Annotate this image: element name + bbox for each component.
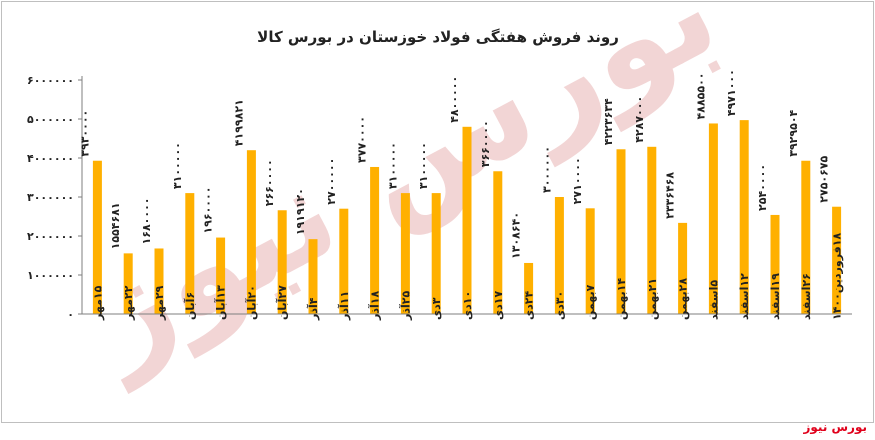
bar [585,208,595,314]
data-label: ۲۶۶۰۰۰۰ [263,159,276,206]
bar [277,210,287,314]
x-tick-label: ۱۱آذر [337,291,351,321]
x-tick-label: ۷بهمن [584,284,597,320]
bar [339,208,349,314]
data-label: ۴۲۸۷۰۰۰ [633,96,646,143]
x-tick-label: ۱۸آذر [368,291,382,321]
x-tick-label: ۲۵آذر [398,291,412,321]
x-tick-label: ۱۹اسفند [769,273,782,320]
x-tick-label: ۱۳آبان [214,285,228,320]
x-tick-label: ۱۷دی [492,291,505,320]
x-tick-label: ۲۷آبان [275,285,289,320]
bar [308,239,318,314]
bar [801,160,811,314]
x-tick-label: ۳۰دی [553,291,566,320]
x-tick-label: ۱۲اسفند [738,273,751,320]
bar [431,193,441,314]
data-label: ۳۷۷۰۰۰۰ [356,116,369,163]
data-label: ۴۹۷۱۰۰۰ [725,69,738,116]
data-label: ۲۷۱۰۰۰۰ [571,157,584,204]
watermark-logo: بورس نیوز [56,2,741,395]
x-tick-label: ۲۸بهمن [677,278,690,320]
y-tick-label: ۶۰۰۰۰۰۰ [27,74,74,87]
bar [832,206,842,314]
source-label: بورس نیوز [803,420,867,434]
bar [462,126,472,314]
y-tick-label: ۱۰۰۰۰۰۰ [27,269,74,282]
data-label: ۳۱۰۰۰۰۰ [171,142,184,189]
y-tick-labels: ۰ ۱۰۰۰۰۰۰ ۲۰۰۰۰۰۰ ۳۰۰۰۰۰۰ ۴۰۰۰۰۰۰ ۵۰۰۰۰۰۰ ۶۰۰۰… [27,74,82,321]
bar [616,149,626,314]
x-tick-labels: ۱۵مهر ۲۲مهر ۲۹مهر ۶آبان ۱۳آبان ۲۰آبان ۲۷آبان ۴آ… [91,233,843,321]
bar [123,253,133,314]
x-tick-label: ۲۶اسفند [800,273,813,320]
bar [493,171,503,314]
bar [154,248,164,314]
bar [246,150,256,314]
x-tick-label: ۲۲مهر [122,285,135,321]
data-label: ۴۲۲۳۶۳۴ [602,98,615,145]
bar [739,120,749,314]
x-tick-label: ۱۸فروردین۱۴۰۰ [831,233,844,320]
bar [370,166,380,314]
x-tick-label: ۲۴دی [523,291,536,320]
watermark: بورس نیوز [56,2,741,395]
data-label: ۳۱۰۰۰۰۰ [386,142,399,189]
axes [81,76,852,315]
y-tick-label: ۰ [67,308,74,321]
bar [216,237,226,314]
y-tick-label: ۲۰۰۰۰۰۰ [27,230,74,243]
x-tick-label: ۵اسفند [707,280,720,320]
x-tick-label: ۳دی [430,297,443,320]
y-tick-label: ۴۰۰۰۰۰۰ [27,152,74,165]
chart-title: روند فروش هفتگی فولاد خوزستان در بورس کا… [257,28,619,46]
data-label: ۲۷۰۰۰۰۰ [325,158,338,205]
data-label: ۲۵۴۰۰۰۰ [756,164,769,211]
data-label: ۳۱۰۰۰۰۰ [417,142,430,189]
data-label: ۳۰۰۰۰۰۰ [540,146,553,193]
bar [400,193,410,314]
data-label: ۱۹۱۹۱۲۰ [294,188,307,235]
data-label: ۲۷۵۰۶۷۵ [818,155,831,202]
x-tick-label: ۱۴بهمن [615,278,628,320]
data-label: ۲۳۳۶۴۶۸ [664,172,677,219]
x-tick-label: ۶آبان [183,292,197,320]
x-tick-label: ۲۰آبان [244,285,258,320]
bar [678,222,688,314]
x-tick-label: ۲۹مهر [153,285,166,321]
data-label: ۳۹۲۹۵۰۴ [787,109,800,156]
data-label: ۱۶۸۰۰۰۰ [140,197,153,244]
chart-canvas: روند فروش هفتگی فولاد خوزستان در بورس کا… [27,2,852,395]
data-label: ۴۸۰۰۰۰۰ [448,76,461,123]
y-tick-label: ۵۰۰۰۰۰۰ [27,113,74,126]
data-label: ۴۸۸۵۵۰۰ [694,72,707,119]
data-label: ۱۹۶۰۰۰۰ [202,187,215,234]
bars [92,120,842,314]
bar [554,197,564,314]
x-tick-label: ۱۵مهر [91,285,104,321]
x-tick-label: ۲۱بهمن [646,278,659,320]
bar [770,214,780,314]
bar [708,123,718,314]
bar [647,146,657,314]
data-label: ۴۱۹۹۸۲۱ [232,99,245,146]
chart-frame: روند فروش هفتگی فولاد خوزستان در بورس کا… [1,1,874,423]
data-label: ۱۳۰۸۶۴۰ [510,212,523,259]
bar [185,193,195,314]
x-tick-label: ۴آذر [306,297,320,321]
bar [524,262,534,314]
data-label: ۱۵۵۴۶۸۱ [109,202,122,249]
bar [92,160,102,314]
y-tick-label: ۳۰۰۰۰۰۰ [27,191,74,204]
data-label: ۳۹۳۰۰۰۰ [78,110,91,157]
x-tick-label: ۱۰دی [461,291,474,320]
data-label: ۳۶۶۰۰۰۰ [479,120,492,167]
data-labels: ۳۹۳۰۰۰۰ ۱۵۵۴۶۸۱ ۱۶۸۰۰۰۰ ۳۱۰۰۰۰۰ ۱۹۶۰۰۰۰ ۴۱۹۹۸… [78,69,830,259]
